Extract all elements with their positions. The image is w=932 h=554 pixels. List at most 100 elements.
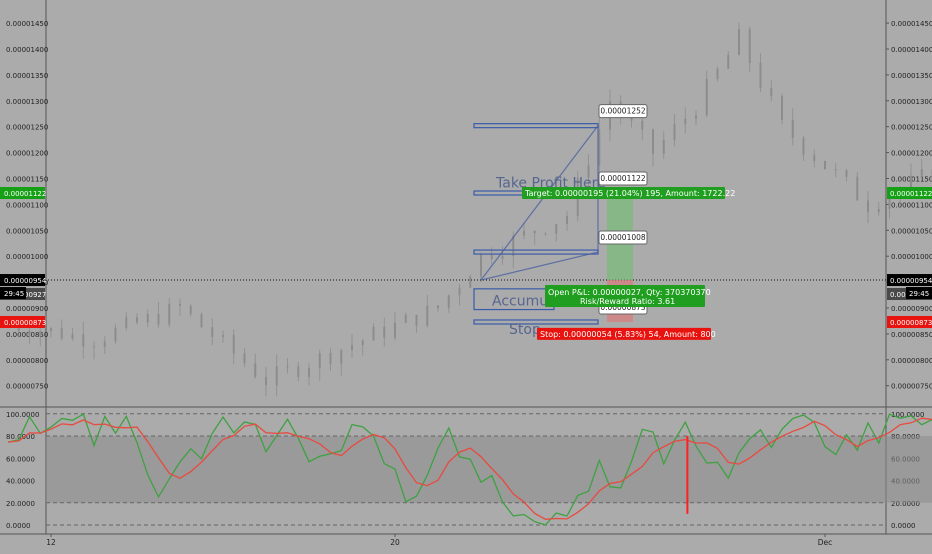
candle-body <box>330 353 332 364</box>
right-countdown-text: 29:45 <box>909 290 929 298</box>
candle-body <box>147 314 149 323</box>
level-callout-text: 0.00001008 <box>600 233 646 242</box>
candle-body <box>158 314 160 324</box>
left-osc-tick-label: 100.0000 <box>6 411 39 419</box>
right-price-tick-label: 0.00001050 <box>891 227 932 235</box>
candle-body <box>297 366 299 376</box>
candle-body <box>706 79 708 115</box>
left-price-badge-text: 0.00000873 <box>4 319 46 327</box>
candle-body <box>179 304 181 306</box>
candle-body <box>545 233 547 234</box>
left-price-tick-label: 0.00001450 <box>6 20 48 28</box>
level-callout-text: 0.00001252 <box>600 107 646 116</box>
left-price-tick-label: 0.00001100 <box>6 201 48 209</box>
candle-body <box>835 169 837 170</box>
candle-body <box>136 317 138 322</box>
candle-body <box>319 353 321 368</box>
candle-body <box>39 331 41 336</box>
candle-body <box>426 306 428 326</box>
candle-body <box>684 119 686 124</box>
left-price-tick-label: 0.00001150 <box>6 176 48 184</box>
right-price-tick-label: 0.00001300 <box>891 98 932 106</box>
right-price-tick-label: 0.00001000 <box>891 253 932 261</box>
candle-body <box>770 88 772 96</box>
candle-body <box>749 29 751 63</box>
candle-body <box>878 209 880 212</box>
left-price-tick-label: 0.00000900 <box>6 305 48 313</box>
candle-body <box>792 120 794 138</box>
candle-body <box>254 363 256 376</box>
left-price-tick-label: 0.00001200 <box>6 150 48 158</box>
candle-body <box>502 256 504 259</box>
right-osc-tick-label: 100.0000 <box>891 411 924 419</box>
left-osc-tick-label: 60.0000 <box>6 455 35 463</box>
candle-body <box>921 169 923 175</box>
target-badge-text: Target: 0.00000195 (21.04%) 195, Amount:… <box>524 189 735 198</box>
right-price-badge-text: 0.00000954 <box>890 277 932 285</box>
candle-body <box>244 353 246 363</box>
candle-body <box>652 129 654 153</box>
right-price-tick-label: 0.00001400 <box>891 46 932 54</box>
left-countdown-text: 29:45 <box>4 290 24 298</box>
candle-body <box>61 328 63 339</box>
candle-body <box>373 327 375 340</box>
left-osc-tick-label: 20.0000 <box>6 500 35 508</box>
candle-body <box>104 342 106 347</box>
candle-body <box>717 69 719 79</box>
candle-body <box>233 335 235 354</box>
candle-body <box>405 315 407 323</box>
candle-body <box>287 366 289 367</box>
candle-body <box>82 334 84 347</box>
candle-body <box>523 231 525 236</box>
candle-body <box>394 323 396 338</box>
time-tick-label: 12 <box>46 538 56 547</box>
left-price-tick-label: 0.00001400 <box>6 46 48 54</box>
open-pl-text: Open P&L: 0.00000027, Qty: 370370370 <box>548 288 711 297</box>
candle-body <box>813 155 815 161</box>
candle-body <box>674 124 676 140</box>
candle-body <box>889 197 891 209</box>
candle-body <box>566 216 568 224</box>
candle-body <box>340 350 342 364</box>
left-osc-tick-label: 40.0000 <box>6 478 35 486</box>
level-callout-text: 0.00001122 <box>600 174 646 183</box>
candle-body <box>383 327 385 338</box>
right-osc-tick-label: 0.0000 <box>891 522 916 530</box>
right-price-tick-label: 0.00001250 <box>891 124 932 132</box>
left-price-tick-label: 0.00001250 <box>6 124 48 132</box>
candle-body <box>459 288 461 296</box>
left-price-tick-label: 0.00001050 <box>6 227 48 235</box>
right-price-tick-label: 0.00001200 <box>891 150 932 158</box>
right-price-tick-label: 0.00001450 <box>891 20 932 28</box>
candle-body <box>351 345 353 350</box>
right-price-tick-label: 0.00001350 <box>891 72 932 80</box>
candle-body <box>190 306 192 314</box>
left-osc-tick-label: 0.0000 <box>6 522 31 530</box>
left-price-tick-label: 0.00000750 <box>6 383 48 391</box>
candle-body <box>308 368 310 376</box>
left-price-tick-label: 0.00000800 <box>6 357 48 365</box>
candle-body <box>663 140 665 154</box>
time-tick-label: Dec <box>818 538 833 547</box>
candle-body <box>437 306 439 308</box>
candle-body <box>534 231 536 233</box>
candle-body <box>727 55 729 69</box>
candle-body <box>695 115 697 119</box>
risk-reward-text: Risk/Reward Ratio: 3.61 <box>580 297 675 306</box>
candle-body <box>211 327 213 337</box>
left-price-badge-text: 0.00001122 <box>4 190 46 198</box>
candle-body <box>469 277 471 288</box>
candle-body <box>29 331 31 336</box>
left-price-tick-label: 0.00001300 <box>6 98 48 106</box>
left-price-tick-label: 0.00001000 <box>6 253 48 261</box>
right-price-badge-text: 0.00001122 <box>890 190 932 198</box>
candle-body <box>760 63 762 88</box>
left-price-tick-label: 0.00001350 <box>6 72 48 80</box>
candle-body <box>276 366 278 385</box>
candle-body <box>168 304 170 325</box>
candle-body <box>50 328 52 331</box>
right-price-tick-label: 0.00000850 <box>891 331 932 339</box>
candle-body <box>555 224 557 234</box>
